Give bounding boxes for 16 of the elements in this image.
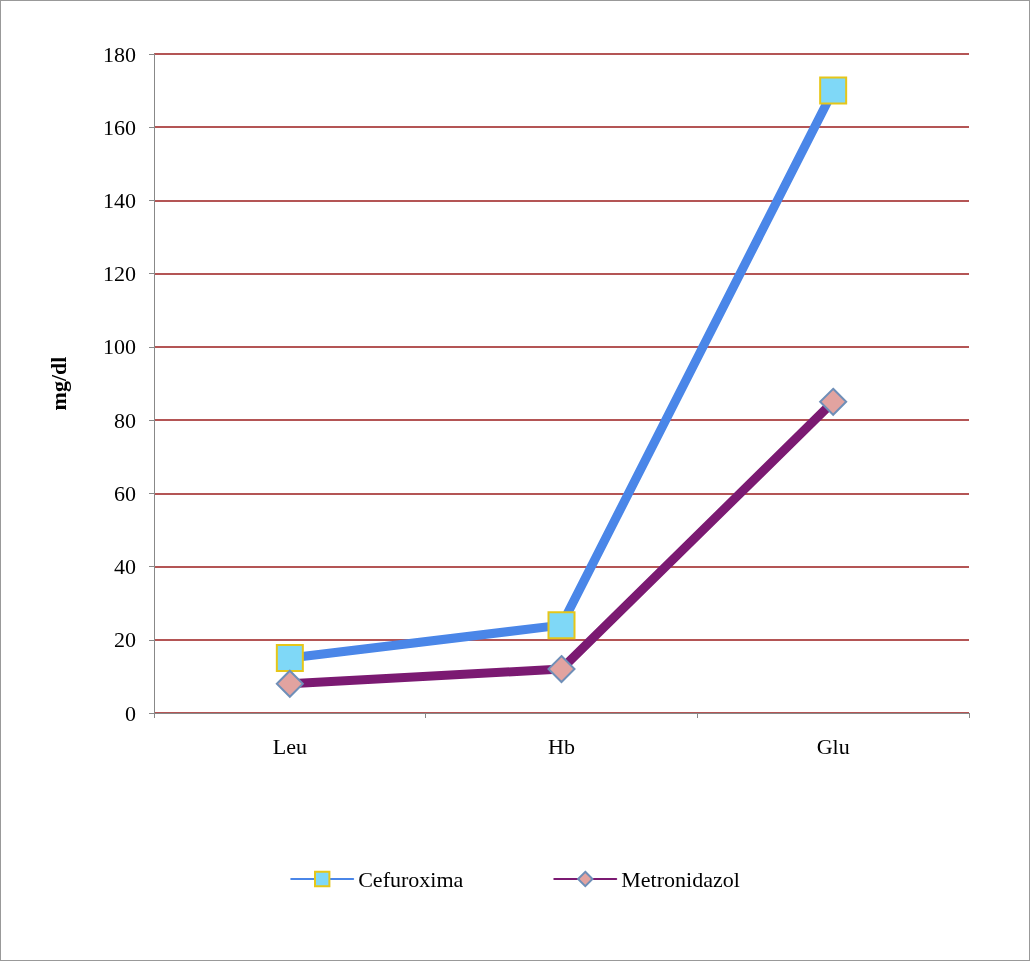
y-tick-label: 60 [114, 480, 136, 506]
y-tick-label: 140 [103, 187, 136, 213]
y-tick-label: 40 [114, 554, 136, 580]
y-tick-label: 180 [103, 41, 136, 67]
legend-label: Metronidazol [621, 866, 740, 892]
y-tick-label: 120 [103, 261, 136, 287]
x-tick-label: Leu [272, 733, 307, 759]
x-tick-label: Hb [548, 733, 575, 759]
y-tick-label: 0 [125, 700, 136, 726]
legend-label: Cefuroxima [358, 866, 464, 892]
x-tick-label: Glu [816, 733, 850, 759]
y-tick-label: 20 [114, 627, 136, 653]
y-tick-label: 160 [103, 114, 136, 140]
y-tick-label: 80 [114, 407, 136, 433]
y-tick-label: 100 [103, 334, 136, 360]
y-axis-title: mg/dl [45, 356, 71, 411]
